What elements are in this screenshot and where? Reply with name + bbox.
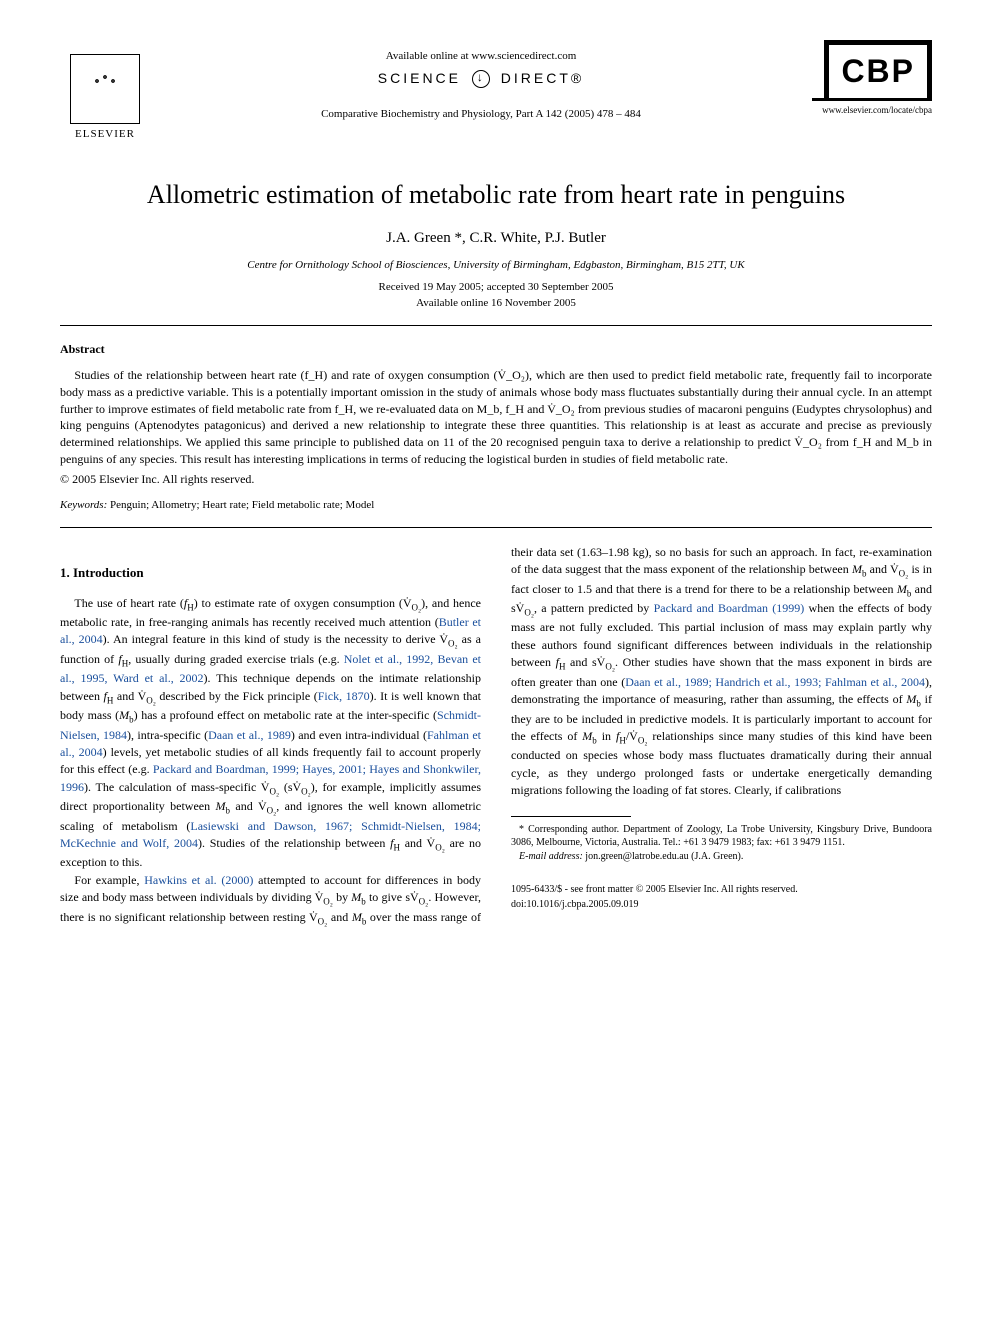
doi-block: 1095-6433/$ - see front matter © 2005 El… (511, 883, 932, 912)
science-direct-logo: SCIENCE DIRECT® (150, 70, 812, 88)
elsevier-label: ELSEVIER (75, 128, 135, 140)
received-date: Received 19 May 2005; accepted 30 Septem… (60, 281, 932, 293)
cite-daan-1989[interactable]: Daan et al., 1989 (208, 728, 291, 742)
rule-below-keywords (60, 527, 932, 528)
elsevier-tree-icon (70, 54, 140, 124)
page-header: ELSEVIER Available online at www.science… (60, 40, 932, 140)
header-center: Available online at www.sciencedirect.co… (150, 40, 812, 120)
doi-line: doi:10.1016/j.cbpa.2005.09.019 (511, 898, 932, 913)
cite-daan-1989b[interactable]: Daan et al., 1989; Handrich et al., 1993… (625, 675, 925, 689)
front-matter-line: 1095-6433/$ - see front matter © 2005 El… (511, 883, 932, 898)
affiliation: Centre for Ornithology School of Bioscie… (60, 259, 932, 271)
footnote-block: * Corresponding author. Department of Zo… (511, 823, 932, 864)
elsevier-logo: ELSEVIER (60, 40, 150, 140)
cite-fick-1870[interactable]: Fick, 1870 (318, 689, 370, 703)
cbp-underline (812, 98, 932, 101)
cbp-url: www.elsevier.com/locate/cbpa (812, 105, 932, 115)
cite-packard-1999b[interactable]: Packard and Boardman (1999) (654, 601, 805, 615)
cite-lasiewski-1967[interactable]: Lasiewski and Dawson, 1967; Schmidt-Niel… (190, 819, 444, 833)
footnote-rule (511, 816, 631, 817)
journal-reference: Comparative Biochemistry and Physiology,… (150, 108, 812, 120)
sd-right: DIRECT® (501, 70, 584, 86)
body-two-column: 1. Introduction The use of heart rate (f… (60, 544, 932, 928)
science-direct-icon (472, 70, 490, 88)
online-date: Available online 16 November 2005 (60, 297, 932, 309)
email-label: E-mail address: (519, 851, 583, 862)
corresponding-author: * Corresponding author. Department of Zo… (511, 823, 932, 850)
article-title: Allometric estimation of metabolic rate … (60, 180, 932, 210)
section-1-heading: 1. Introduction (60, 564, 481, 583)
email-address: jon.green@latrobe.edu.au (J.A. Green). (583, 851, 744, 862)
copyright: © 2005 Elsevier Inc. All rights reserved… (60, 472, 932, 487)
intro-para-1: The use of heart rate (fH) to estimate r… (60, 595, 481, 872)
cbp-label: CBP (824, 40, 932, 98)
sd-left: SCIENCE (378, 70, 461, 86)
cbp-logo-block: CBP www.elsevier.com/locate/cbpa (812, 40, 932, 115)
cite-hawkins-2000[interactable]: Hawkins et al. (2000) (144, 873, 253, 887)
abstract-body: Studies of the relationship between hear… (60, 367, 932, 468)
keywords-text: Penguin; Allometry; Heart rate; Field me… (107, 499, 374, 511)
keywords-label: Keywords: (60, 499, 107, 511)
abstract-heading: Abstract (60, 342, 932, 357)
email-line: E-mail address: jon.green@latrobe.edu.au… (511, 850, 932, 864)
keywords-line: Keywords: Penguin; Allometry; Heart rate… (60, 499, 932, 511)
rule-above-abstract (60, 325, 932, 326)
available-online-text: Available online at www.sciencedirect.co… (150, 50, 812, 62)
authors: J.A. Green *, C.R. White, P.J. Butler (60, 230, 932, 247)
